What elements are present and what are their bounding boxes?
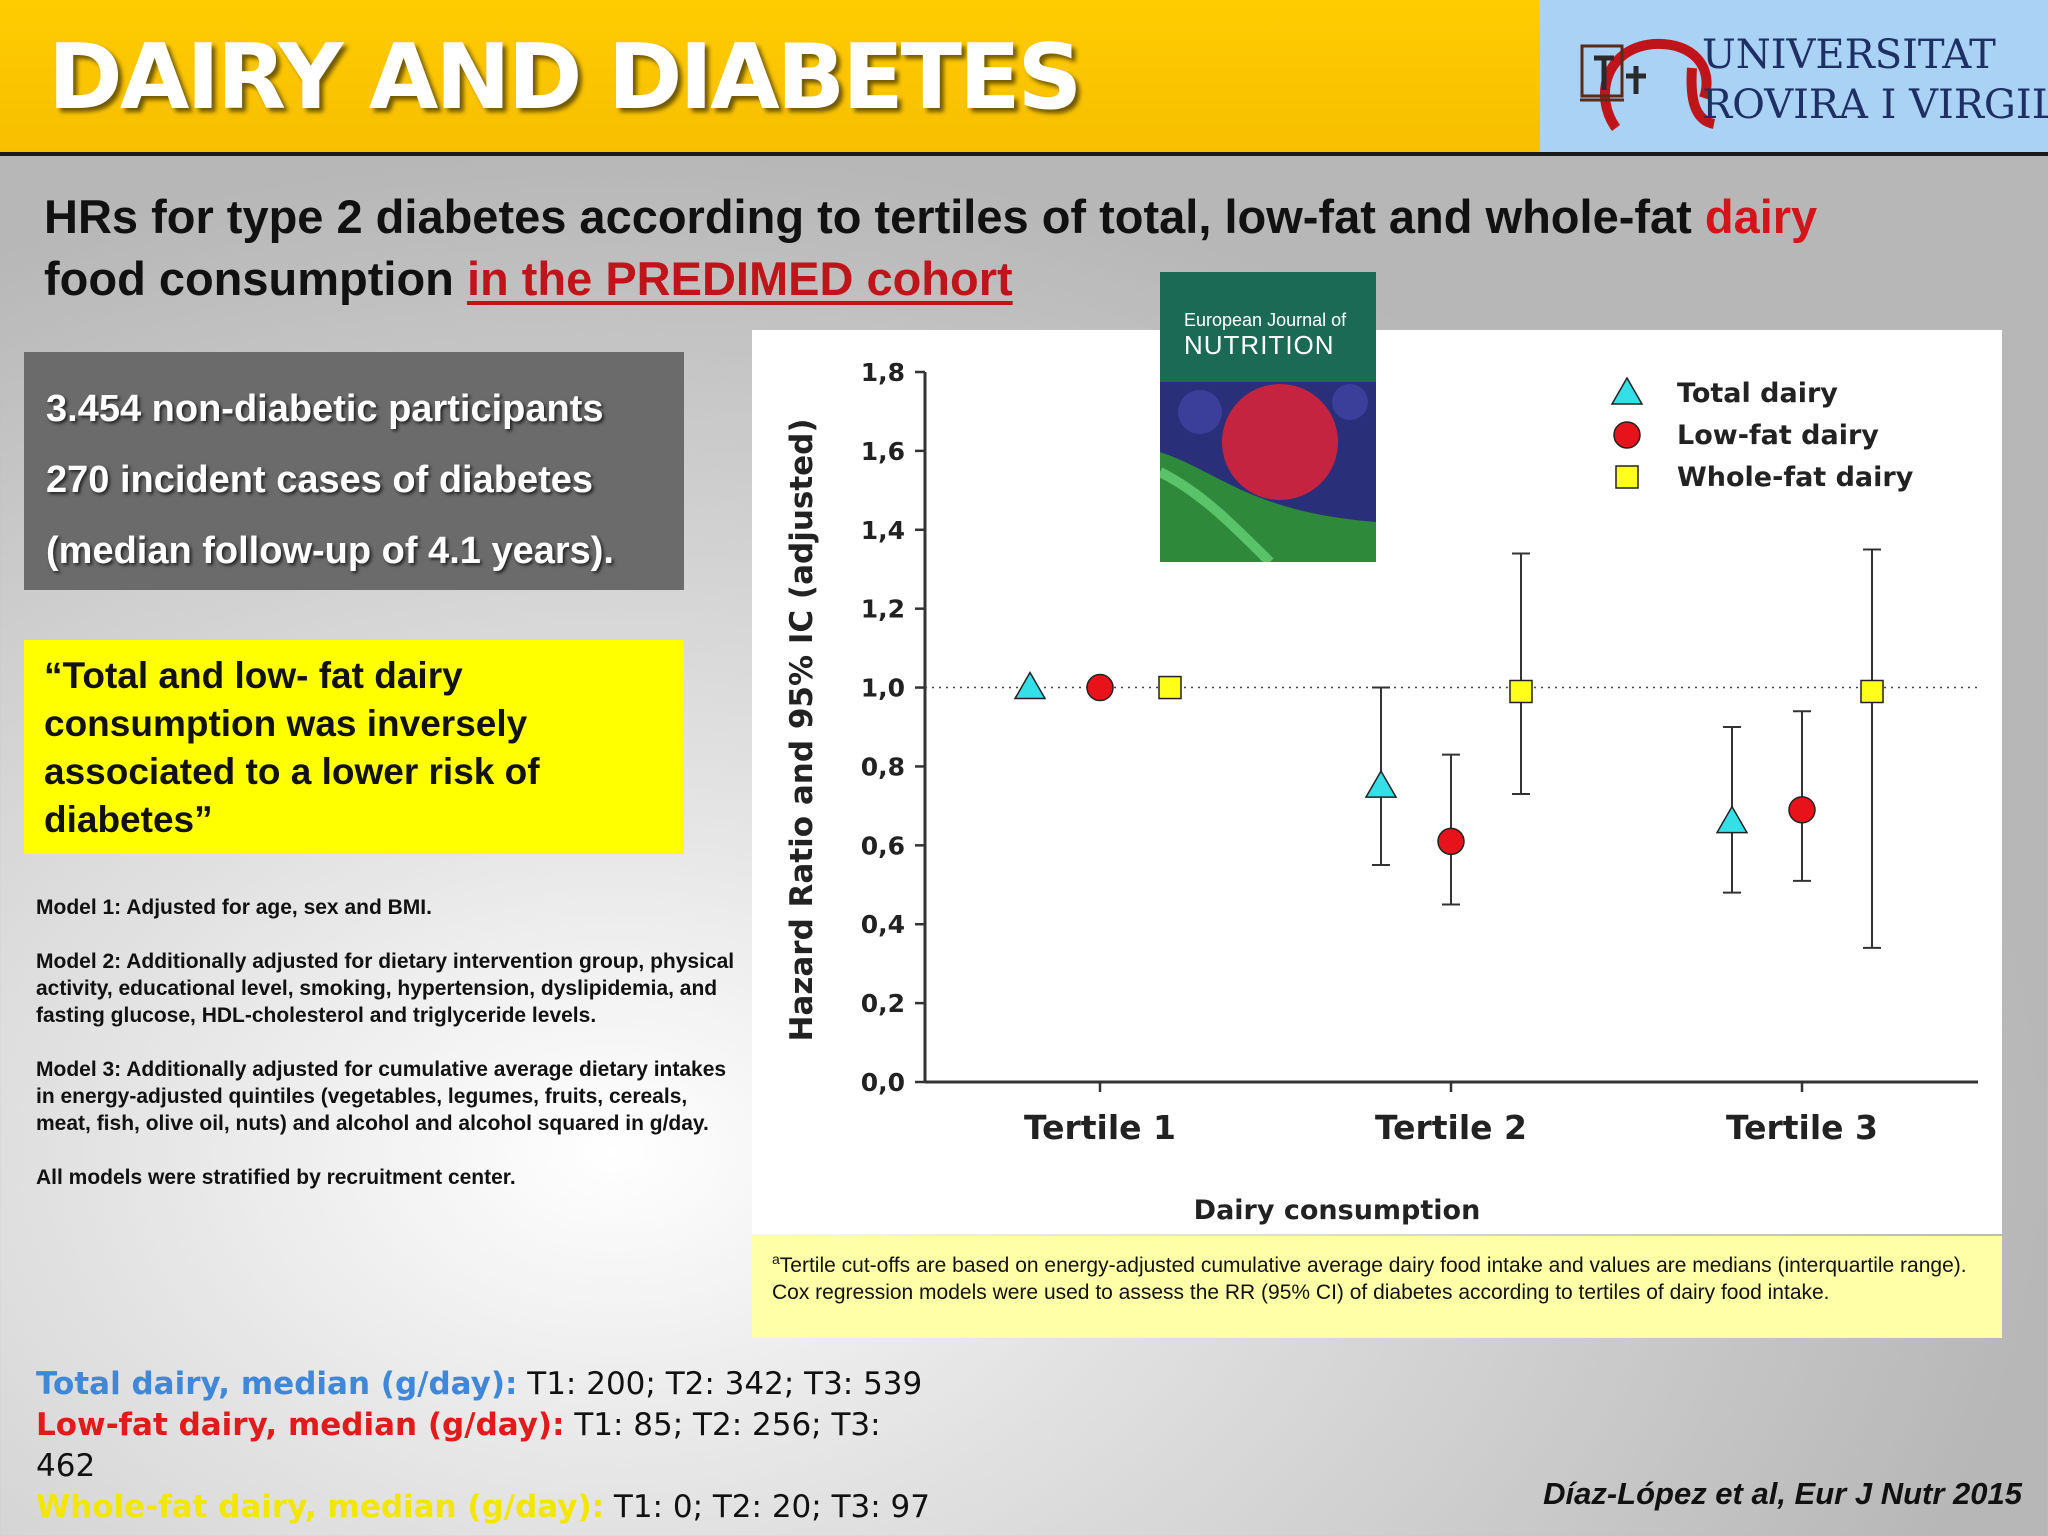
data-point-square: [1158, 675, 1182, 700]
journal-cover-art: [1160, 272, 1376, 562]
subtitle-part1: HRs for type 2 diabetes according to ter…: [44, 190, 1705, 243]
legend-marker-square: [1615, 465, 1639, 489]
median-row-total: Total dairy, median (g/day): T1: 200; T2…: [36, 1364, 936, 1405]
conclusion-quote: “Total and low- fat dairy consumption wa…: [44, 655, 540, 840]
y-tick-label: 0,8: [861, 752, 905, 781]
model-note: Model 3: Additionally adjusted for cumul…: [36, 1058, 727, 1135]
footnote-superscript: a: [772, 1251, 780, 1267]
hazard-ratio-chart: 0,0 0,2 0,4 0,6 0,8 1,0 1,2 1,4 1,6 1,8 Tertile 1…: [752, 330, 2002, 1234]
median-values: T1: 200; T2: 342; T3: 539: [517, 1366, 923, 1402]
slide-title: DAIRY AND DIABETES: [48, 25, 1082, 130]
footnote-line2: Cox regression models were used to asses…: [772, 1281, 1830, 1304]
model-note: All models were stratified by recruitmen…: [36, 1166, 516, 1189]
model-note: Model 2: Additionally adjusted for dieta…: [36, 950, 735, 1027]
median-row-lowfat: Low-fat dairy, median (g/day): T1: 85; T…: [36, 1405, 936, 1487]
data-point-circle: [1788, 796, 1816, 824]
median-label: Low-fat dairy, median (g/day):: [36, 1407, 565, 1443]
model-notes: Model 1: Adjusted for age, sex and BMI. …: [36, 894, 736, 1218]
subtitle-underlined: in the PREDIMED cohort: [466, 252, 1013, 305]
citation: Díaz-López et al, Eur J Nutr 2015: [1543, 1476, 2022, 1511]
summary-line: 3.454 non-diabetic participants: [46, 388, 604, 430]
slide-subtitle: HRs for type 2 diabetes according to ter…: [44, 186, 2004, 310]
legend-marker-triangle: [1610, 376, 1644, 405]
chart-legend: Total dairy Low-fat dairy Whole-fat dairy: [1610, 376, 1914, 493]
legend-label: Low-fat dairy: [1677, 420, 1879, 451]
y-tick-label: 0,4: [861, 910, 905, 939]
data-point-square: [1509, 679, 1533, 704]
x-tick-label: Tertile 1: [1024, 1108, 1176, 1147]
data-point-triangle: [1715, 805, 1749, 834]
university-name-line2: ROVIRA I VIRGILI: [1702, 82, 2048, 128]
y-tick-label: 0,0: [861, 1068, 905, 1097]
conclusion-quote-box: “Total and low- fat dairy consumption wa…: [24, 640, 684, 854]
data-point-triangle: [1013, 671, 1047, 700]
model-note: Model 1: Adjusted for age, sex and BMI.: [36, 896, 432, 919]
university-logo: UNIVERSITAT ROVIRA I VIRGILI: [1540, 0, 2048, 156]
summary-line: (median follow-up of 4.1 years).: [46, 530, 614, 572]
y-tick-label: 1,4: [861, 516, 905, 545]
university-emblem-icon: [1580, 38, 1716, 131]
chart-footnote: aTertile cut-offs are based on energy-ad…: [752, 1236, 2002, 1338]
summary-line: 270 incident cases of diabetes: [46, 459, 594, 501]
y-axis-label: Hazard Ratio and 95% IC (adjusted): [784, 418, 820, 1041]
journal-title-big: NUTRITION: [1184, 330, 1335, 360]
data-point-circle: [1086, 673, 1114, 702]
study-summary-box: 3.454 non-diabetic participants 270 inci…: [24, 352, 684, 590]
median-values: T1: 85; T2: 256; T3: 462: [36, 1407, 881, 1484]
y-tick-label: 0,6: [861, 831, 905, 860]
footnote-line1-text: Tertile cut-offs are based on energy-adj…: [779, 1254, 1967, 1277]
median-row-wholefat: Whole-fat dairy, median (g/day): T1: 0; …: [36, 1487, 936, 1528]
chart-canvas: 0,0 0,2 0,4 0,6 0,8 1,0 1,2 1,4 1,6 1,8 Tertile 1…: [784, 358, 1978, 1226]
legend-marker-circle: [1613, 421, 1641, 449]
y-tick-label: 1,0: [861, 674, 905, 703]
y-tick-label: 1,2: [861, 595, 905, 624]
subtitle-part2: food consumption: [44, 252, 467, 305]
university-name: UNIVERSITAT ROVIRA I VIRGILI: [1702, 30, 2048, 130]
journal-title-small: European Journal of: [1184, 310, 1347, 330]
journal-cover-image: European Journal of NUTRITION: [1160, 272, 1376, 562]
subtitle-highlight: dairy: [1704, 190, 1818, 243]
median-label: Whole-fat dairy, median (g/day):: [36, 1489, 605, 1525]
x-tick-label: Tertile 3: [1726, 1108, 1878, 1147]
legend-label: Whole-fat dairy: [1677, 462, 1914, 493]
x-tick-label: Tertile 2: [1375, 1108, 1527, 1147]
footnote-line1: aTertile cut-offs are based on energy-ad…: [772, 1246, 1986, 1279]
y-tick-label: 1,6: [861, 437, 905, 466]
x-axis-label: Dairy consumption: [1194, 1195, 1481, 1226]
median-values: T1: 0; T2: 20; T3: 97: [604, 1489, 930, 1525]
data-point-triangle: [1364, 769, 1398, 798]
data-point-square: [1860, 679, 1884, 704]
y-tick-label: 0,2: [861, 989, 905, 1018]
legend-label: Total dairy: [1677, 378, 1838, 409]
data-point-circle: [1437, 827, 1465, 856]
y-tick-label: 1,8: [861, 358, 905, 387]
median-label: Total dairy, median (g/day):: [36, 1366, 518, 1402]
header-bar: DAIRY AND DIABETES: [0, 0, 1540, 156]
tertile-medians: Total dairy, median (g/day): T1: 200; T2…: [36, 1364, 936, 1528]
university-name-line1: UNIVERSITAT: [1702, 32, 1996, 78]
journal-title: European Journal of NUTRITION: [1184, 310, 1346, 360]
